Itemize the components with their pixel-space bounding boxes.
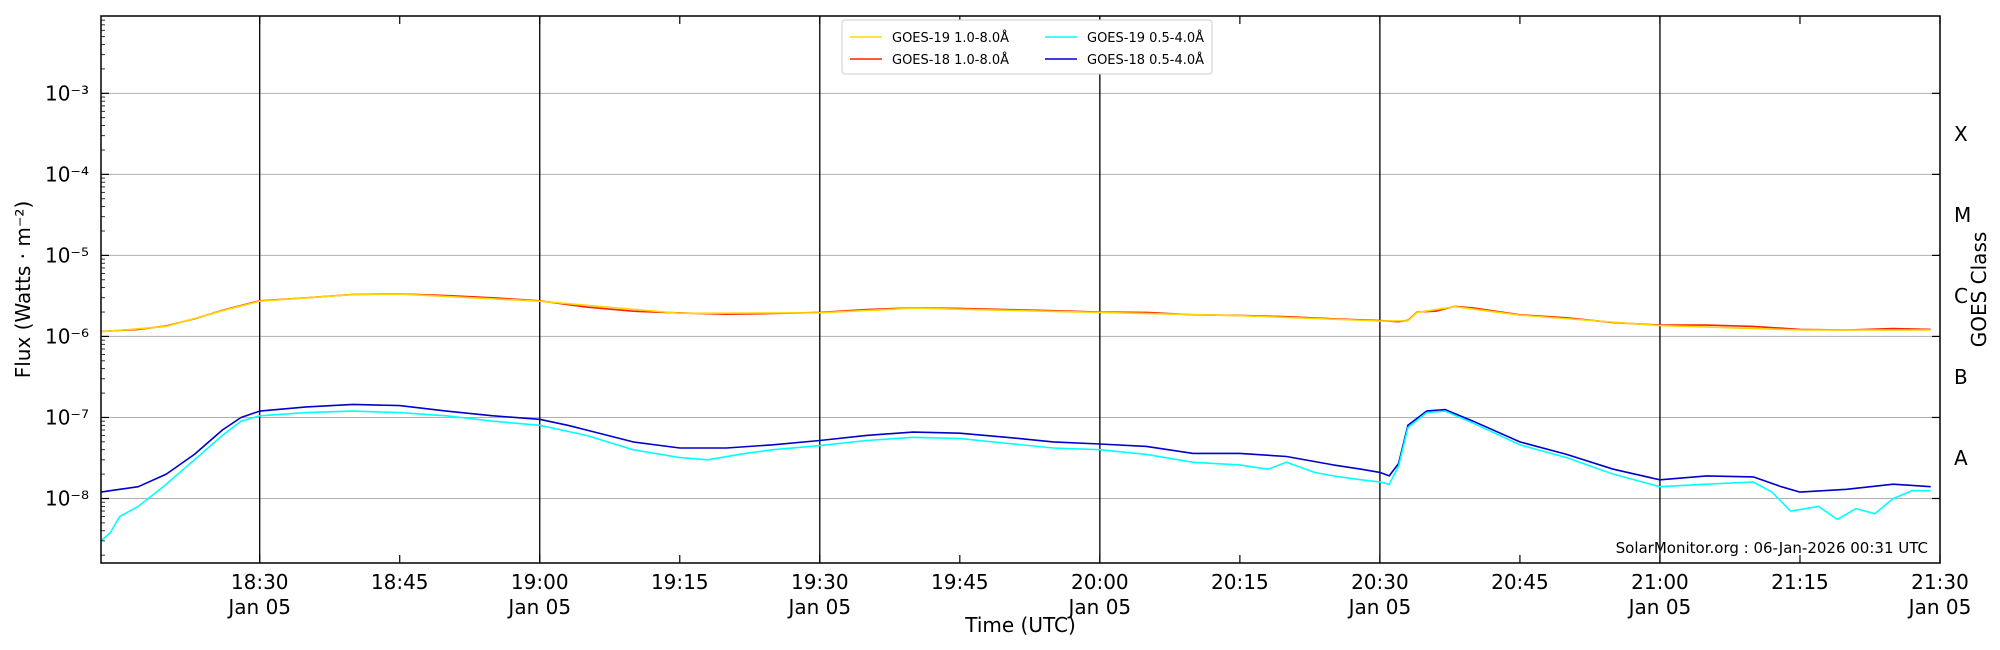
x-tick-date-label: Jan 05 <box>786 595 851 619</box>
x-tick-date-label: Jan 05 <box>1067 595 1132 619</box>
x-tick-label: 18:30 <box>231 570 289 594</box>
y-axis-ticks: 10⁻⁸ 10⁻⁷ 10⁻⁶ 10⁻⁵ 10⁻⁴ 10⁻³ <box>45 19 1940 556</box>
legend-label: GOES-18 1.0-8.0Å <box>892 52 1009 68</box>
y-axis-title: Flux (Watts · m⁻²) <box>11 201 35 379</box>
goes-class-label: C <box>1954 284 1968 308</box>
series-line <box>100 410 1931 542</box>
x-tick-label: 19:00 <box>511 570 569 594</box>
credit-text: SolarMonitor.org : 06-Jan-2026 00:31 UTC <box>1616 539 1928 557</box>
grid-lines <box>101 92 1940 500</box>
y-tick-label: 10⁻⁴ <box>45 162 89 186</box>
y-tick-label: 10⁻⁶ <box>45 324 89 348</box>
plot-frame <box>100 15 1941 564</box>
series-line <box>100 293 1931 333</box>
goes-class-label: M <box>1954 203 1971 227</box>
y-tick-label: 10⁻³ <box>45 81 89 105</box>
x-tick-label: 19:30 <box>791 570 849 594</box>
goes-class-axis-title: GOES Class <box>1967 232 1991 348</box>
x-tick-label: 19:45 <box>931 570 989 594</box>
x-tick-date-label: Jan 05 <box>1347 595 1412 619</box>
x-tick-date-label: Jan 05 <box>1907 595 1972 619</box>
x-tick-label: 19:15 <box>651 570 709 594</box>
x-tick-label: 21:15 <box>1771 570 1829 594</box>
x-tick-date-label: Jan 05 <box>506 595 571 619</box>
y-tick-label: 10⁻⁵ <box>45 243 89 267</box>
y-tick-label: 10⁻⁸ <box>45 487 89 511</box>
goes-class-label: X <box>1954 122 1968 146</box>
y-tick-label: 10⁻⁷ <box>45 405 89 429</box>
legend-label: GOES-19 1.0-8.0Å <box>892 30 1009 46</box>
x-tick-label: 20:45 <box>1491 570 1549 594</box>
x-tick-label: 20:15 <box>1211 570 1269 594</box>
x-tick-label: 21:30 <box>1911 570 1969 594</box>
x-tick-date-label: Jan 05 <box>226 595 291 619</box>
x-tick-label: 20:30 <box>1351 570 1409 594</box>
legend-label: GOES-18 0.5-4.0Å <box>1087 52 1204 68</box>
x-tick-date-label: Jan 05 <box>1627 595 1692 619</box>
x-tick-label: 21:00 <box>1631 570 1689 594</box>
legend-label: GOES-19 0.5-4.0Å <box>1087 30 1204 46</box>
goes-class-label: A <box>1954 446 1968 470</box>
x-axis-title: Time (UTC) <box>964 613 1076 637</box>
goes-class-labels: A B C M X <box>1954 122 1971 470</box>
series-line <box>100 403 1931 493</box>
legend-box <box>841 19 1213 75</box>
legend: GOES-19 1.0-8.0Å GOES-18 1.0-8.0Å GOES-19 … <box>841 19 1213 75</box>
x-tick-label: 18:45 <box>371 570 429 594</box>
goes-class-label: B <box>1954 365 1968 389</box>
series-lines <box>100 293 1931 542</box>
x-tick-label: 20:00 <box>1071 570 1129 594</box>
